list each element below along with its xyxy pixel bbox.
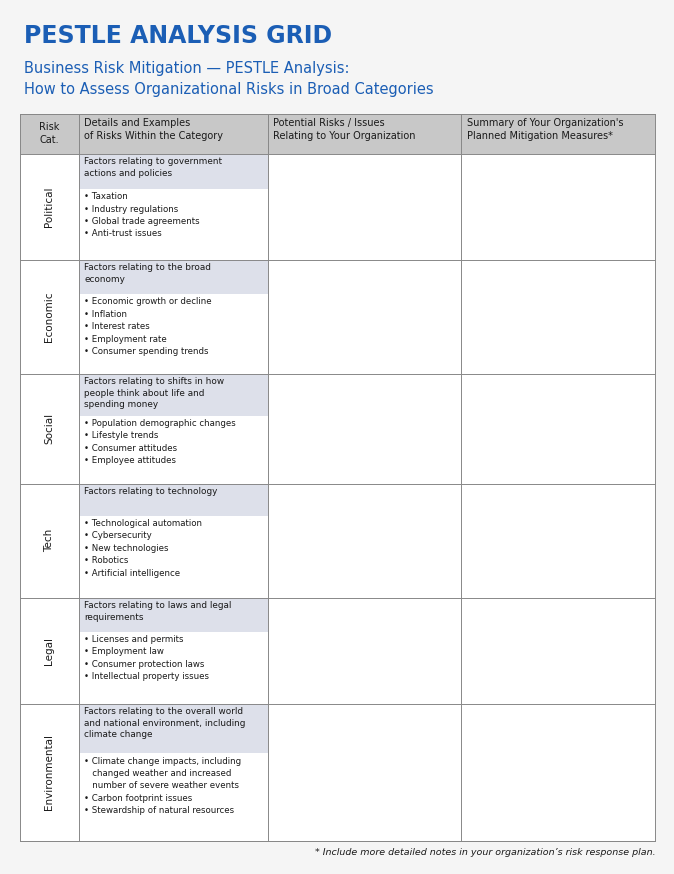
Bar (462, 154, 655, 260)
Text: Factors relating to shifts in how
people think about life and
spending money: Factors relating to shifts in how people… (84, 378, 224, 409)
Text: Summary of Your Organization's
Planned Mitigation Measures*: Summary of Your Organization's Planned M… (467, 118, 623, 142)
Text: Details and Examples
of Risks Within the Category: Details and Examples of Risks Within the… (84, 118, 223, 142)
Bar (79, 154, 268, 189)
Bar (268, 704, 462, 841)
Text: Factors relating to government
actions and policies: Factors relating to government actions a… (84, 157, 222, 177)
Text: Environmental: Environmental (44, 734, 55, 810)
Text: Political: Political (44, 186, 55, 227)
Bar (79, 260, 268, 294)
Bar (268, 154, 462, 260)
Text: Risk
Cat.: Risk Cat. (39, 122, 59, 145)
Bar (79, 415, 268, 483)
Bar (20, 114, 655, 154)
Bar (462, 260, 655, 374)
Bar (20, 260, 79, 374)
Bar (268, 374, 462, 483)
Text: Legal: Legal (44, 637, 55, 665)
Bar (268, 260, 462, 374)
Text: • Climate change impacts, including
   changed weather and increased
   number o: • Climate change impacts, including chan… (84, 757, 241, 815)
Bar (20, 374, 79, 483)
Text: • Population demographic changes
• Lifestyle trends
• Consumer attitudes
• Emplo: • Population demographic changes • Lifes… (84, 419, 236, 465)
Bar (79, 598, 268, 632)
Bar (79, 516, 268, 598)
Bar (79, 483, 268, 516)
Bar (20, 483, 79, 598)
Text: * Include more detailed notes in your organization’s risk response plan.: * Include more detailed notes in your or… (315, 848, 655, 857)
Bar (79, 294, 268, 374)
Text: Business Risk Mitigation — PESTLE Analysis:: Business Risk Mitigation — PESTLE Analys… (24, 61, 349, 76)
Text: Factors relating to technology: Factors relating to technology (84, 487, 218, 496)
Bar (79, 704, 268, 753)
Bar (79, 374, 268, 415)
Bar (462, 598, 655, 704)
Text: Factors relating to the overall world
and national environment, including
climat: Factors relating to the overall world an… (84, 707, 245, 739)
Text: Social: Social (44, 413, 55, 444)
Text: How to Assess Organizational Risks in Broad Categories: How to Assess Organizational Risks in Br… (24, 82, 433, 97)
Bar (462, 704, 655, 841)
Bar (79, 753, 268, 841)
Bar (20, 154, 79, 260)
Text: Factors relating to the broad
economy: Factors relating to the broad economy (84, 263, 211, 284)
Bar (79, 189, 268, 260)
Text: Potential Risks / Issues
Relating to Your Organization: Potential Risks / Issues Relating to You… (273, 118, 416, 142)
Text: PESTLE ANALYSIS GRID: PESTLE ANALYSIS GRID (24, 24, 332, 48)
Bar (268, 598, 462, 704)
Bar (20, 704, 79, 841)
Text: • Economic growth or decline
• Inflation
• Interest rates
• Employment rate
• Co: • Economic growth or decline • Inflation… (84, 297, 212, 356)
Bar (268, 483, 462, 598)
Text: Economic: Economic (44, 292, 55, 342)
Text: • Technological automation
• Cybersecurity
• New technologies
• Robotics
• Artif: • Technological automation • Cybersecuri… (84, 519, 202, 578)
Bar (20, 598, 79, 704)
Text: Factors relating to laws and legal
requirements: Factors relating to laws and legal requi… (84, 601, 231, 621)
Text: Tech: Tech (44, 529, 55, 552)
Bar (20, 114, 655, 841)
Bar (462, 483, 655, 598)
Bar (79, 632, 268, 704)
Text: • Licenses and permits
• Employment law
• Consumer protection laws
• Intellectua: • Licenses and permits • Employment law … (84, 635, 209, 681)
Text: • Taxation
• Industry regulations
• Global trade agreements
• Anti-trust issues: • Taxation • Industry regulations • Glob… (84, 192, 200, 239)
Bar (462, 374, 655, 483)
